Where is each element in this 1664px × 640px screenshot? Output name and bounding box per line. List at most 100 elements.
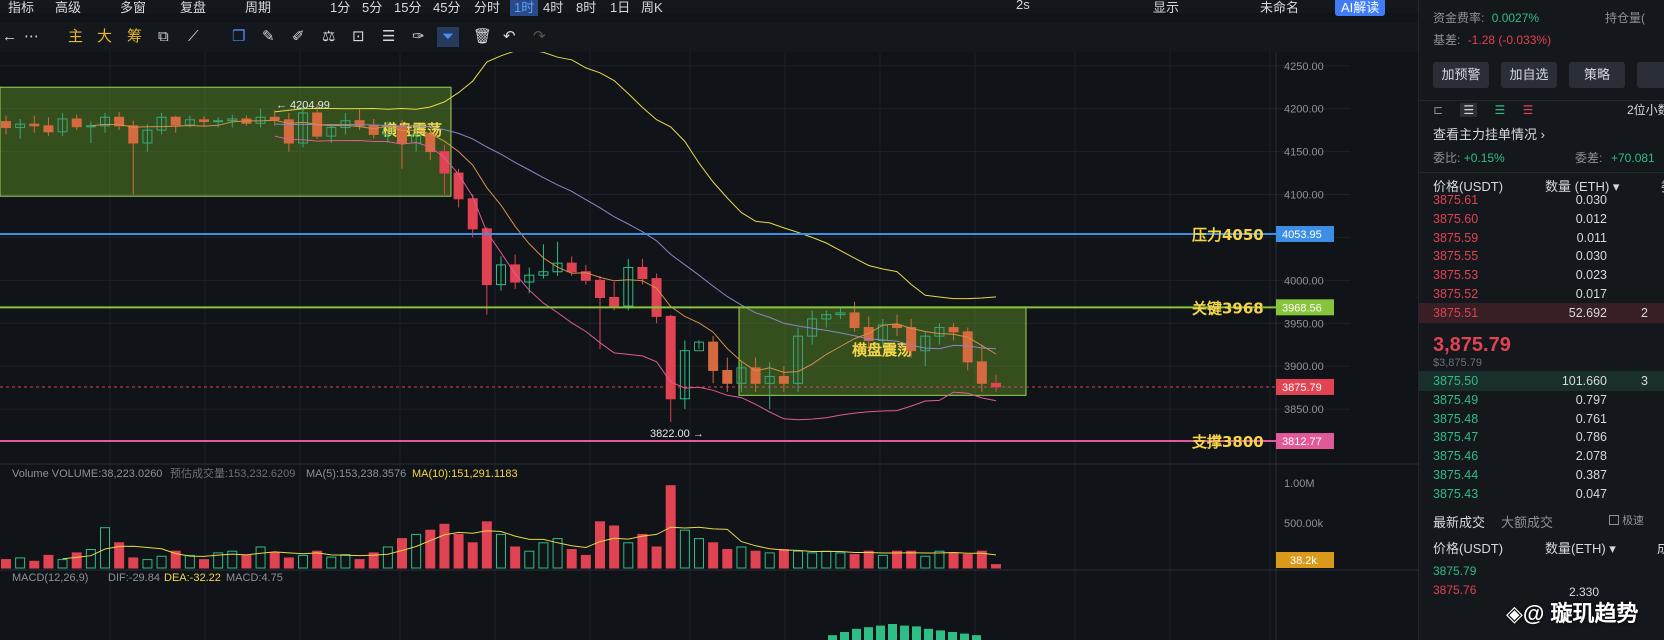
toolbar-item-1[interactable]: 高级 [55, 0, 82, 15]
toolbar-item-14[interactable]: 周K [641, 0, 663, 15]
orderbook-row[interactable]: 3875.51 52.692 2 [1419, 302, 1664, 323]
orderbook-row[interactable]: 3875.44 0.387 [1419, 465, 1664, 485]
candle-up [227, 118, 238, 122]
volume-bar [623, 542, 634, 569]
orderbook-qty: 0.030 [1575, 249, 1607, 264]
big-order-button[interactable]: 大 [97, 28, 113, 45]
toolbar-item-17[interactable]: 未命名 [1260, 0, 1300, 15]
volume-bar [255, 546, 266, 569]
chart-canvas[interactable]: 4250.004200.004150.004100.004050.004000.… [0, 52, 1418, 640]
trade-row-2-qty: 2.330 [1569, 585, 1600, 599]
orderbook-qty: 0.017 [1575, 287, 1607, 301]
toolbar-item-0[interactable]: 指标 [8, 0, 35, 15]
toolbar-item-4[interactable]: 周期 [245, 0, 272, 15]
decimal-select[interactable]: 2位小数 [1627, 103, 1664, 117]
candle-down [778, 375, 789, 384]
volume-bar [1, 559, 11, 569]
toolbar-item-18[interactable]: AI解读 [1335, 0, 1386, 16]
brush-icon[interactable]: ✑ [412, 28, 425, 45]
toolbar-item-8[interactable]: 45分 [433, 0, 461, 15]
ruler-icon[interactable]: ✎ [262, 28, 275, 45]
toolbar-item-7[interactable]: 15分 [394, 0, 422, 15]
orderbook-row[interactable]: 3875.61 0.030 [1419, 190, 1664, 210]
funding-value: 0.0027% [1491, 11, 1540, 25]
copy-icon[interactable]: ❐ [232, 28, 246, 45]
candle-down [750, 367, 761, 384]
orderbook-qty: 52.692 [1568, 305, 1607, 320]
add-alert-button[interactable]: 加预警 [1433, 62, 1489, 88]
toolbar-item-12[interactable]: 8时 [576, 0, 597, 15]
high-annotation: ← 4204.99 [276, 99, 330, 111]
orderbook-row[interactable]: 3875.47 0.786 [1419, 427, 1664, 447]
watermark-logo: ◈@ 璇玑趋势 [1506, 601, 1639, 626]
macd-bar [852, 628, 861, 640]
orderbook-row[interactable]: 3875.53 0.023 [1419, 265, 1664, 285]
volume-tick-label: 500.00k [1284, 518, 1324, 530]
toolbar-item-9[interactable]: 分时 [474, 0, 501, 15]
candle-up [736, 367, 747, 384]
candle-down [580, 271, 591, 281]
orderbook-row[interactable]: 3875.55 0.030 [1419, 246, 1664, 266]
toolbar-item-13[interactable]: 1日 [610, 0, 631, 15]
orderbook-row[interactable]: 3875.48 0.761 [1419, 409, 1664, 429]
volume-bar [552, 538, 563, 569]
tool-slash-icon[interactable]: ⟋ [188, 28, 199, 45]
volume-bar [991, 564, 1001, 569]
orderbook-row[interactable]: 3875.50 101.660 3 [1419, 371, 1664, 391]
toolbar-item-5[interactable]: 1分 [330, 0, 351, 15]
volume-bar [156, 555, 167, 569]
fast-checkbox[interactable] [1609, 515, 1619, 525]
col-qty-header[interactable]: 数量 (ETH) ▾ [1545, 179, 1620, 194]
extra-button[interactable] [1637, 62, 1664, 88]
candle-down [453, 172, 464, 200]
toolbar-item-16[interactable]: 显示 [1153, 0, 1180, 15]
tab-big-trades[interactable]: 大额成交 [1501, 515, 1554, 530]
candle-down [199, 119, 209, 123]
redo-icon[interactable]: ↷ [533, 28, 546, 45]
candle-down [906, 327, 917, 352]
candle-up [100, 116, 110, 127]
main-indicator-button[interactable]: 主 [68, 28, 84, 45]
edit-icon[interactable]: ☰ [382, 28, 396, 45]
orderbook-asks-icon[interactable]: ☰ [1522, 103, 1534, 117]
last-price-usd: $3,875.79 [1433, 357, 1482, 369]
orderbook-row[interactable]: 3875.49 0.797 [1419, 390, 1664, 410]
toolbar-item-6[interactable]: 5分 [362, 0, 383, 15]
more-icon[interactable]: ⋯ [24, 28, 39, 45]
candle-down [609, 297, 620, 307]
toolbar-item-2[interactable]: 多窗 [120, 0, 147, 15]
candlestick-chart-svg[interactable]: 4250.004200.004150.004100.004050.004000.… [0, 52, 1418, 640]
undo-icon[interactable]: ↶ [503, 28, 516, 45]
volume-bar [481, 521, 492, 569]
trade-col-qty[interactable]: 数量(ETH) ▾ [1545, 541, 1616, 556]
candle-up [57, 118, 68, 133]
add-favorite-button[interactable]: 加自选 [1501, 62, 1557, 88]
price-tick-label: 3900.00 [1284, 361, 1324, 373]
orderbook-row[interactable]: 3875.59 0.011 [1419, 228, 1664, 248]
toolbar-item-15[interactable]: 2s [1016, 0, 1030, 12]
orderbook-row[interactable]: 3875.43 0.047 [1419, 484, 1664, 504]
toolbar-item-10[interactable]: 1时 [510, 0, 539, 16]
view-main-orders-link[interactable]: 查看主力挂单情况 › [1433, 127, 1545, 142]
toolbar-item-11[interactable]: 4时 [543, 0, 564, 15]
dea-label: DEA:-32.22 [164, 572, 221, 584]
trash-icon[interactable]: 🗑 [473, 28, 493, 45]
orderbook-row[interactable]: 3875.52 0.017 [1419, 284, 1664, 304]
orderbook-bids-icon[interactable]: ☰ [1494, 103, 1506, 117]
layout-icon[interactable]: ⧉ [158, 28, 169, 45]
orderbook-row[interactable]: 3875.46 2.078 [1419, 446, 1664, 466]
orderbook-row[interactable]: 3875.60 0.012 [1419, 209, 1664, 229]
pen-icon[interactable]: ✐ [292, 28, 305, 45]
toolbar-item-3[interactable]: 复盘 [180, 0, 207, 15]
volume-ma-line [62, 526, 997, 560]
tab-latest-trades[interactable]: 最新成交 [1433, 515, 1486, 530]
strategy-button[interactable]: 策略 [1569, 62, 1625, 88]
price-tick-label: 4200.00 [1284, 104, 1324, 116]
orderbook-split-icon[interactable]: ☰ [1460, 103, 1478, 117]
measure-icon[interactable]: ⚖ [322, 28, 336, 45]
orderbook-both-icon[interactable]: ⊏ [1433, 103, 1444, 117]
filter-icon[interactable]: ⏷ [437, 27, 460, 47]
back-arrow-icon[interactable]: ← [2, 28, 17, 45]
lock-icon[interactable]: ⊡ [352, 28, 365, 45]
chip-button[interactable]: 筹 [127, 28, 143, 45]
